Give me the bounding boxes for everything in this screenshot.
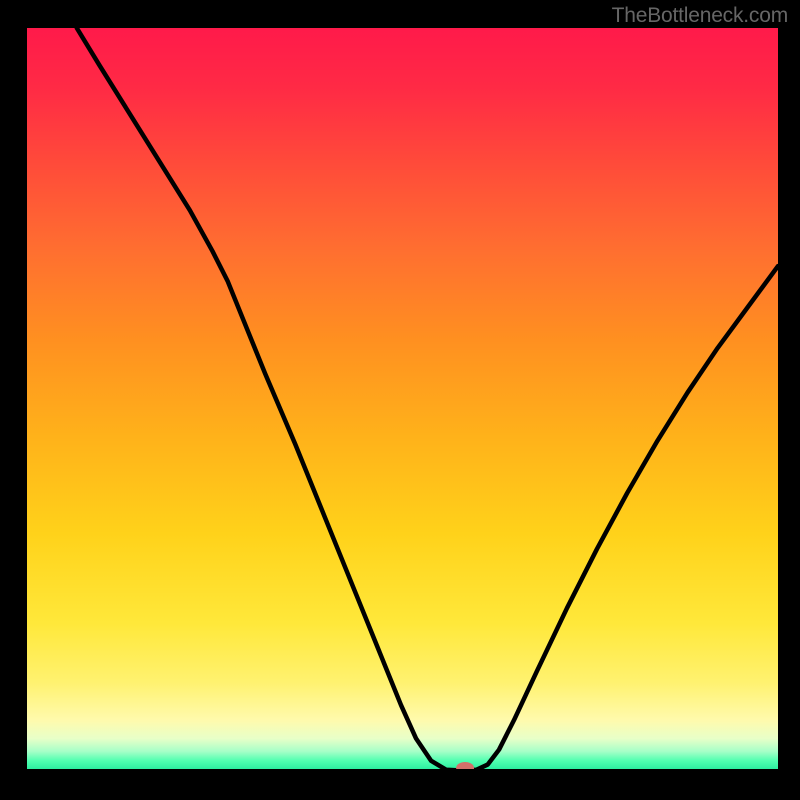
chart-stage: TheBottleneck.com [0,0,800,800]
gradient-background [24,28,778,772]
watermark-text: TheBottleneck.com [612,4,788,28]
y-axis-line [24,28,27,772]
bottleneck-chart [24,28,778,772]
x-axis-line [24,769,778,772]
